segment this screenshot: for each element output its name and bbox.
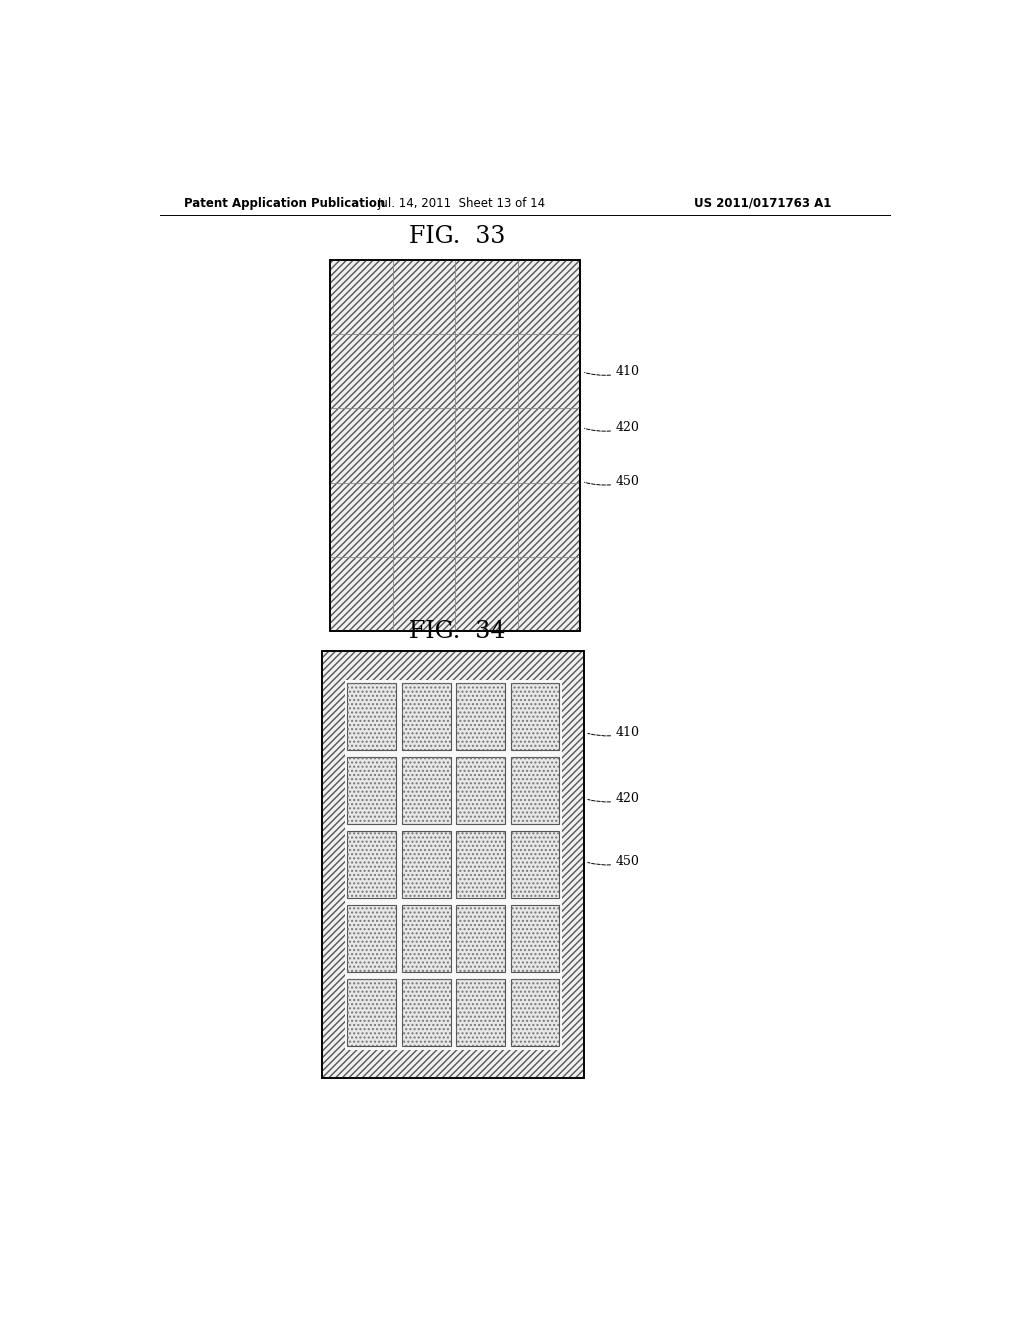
Bar [401,832,451,898]
Bar [511,979,559,1047]
Text: 450: 450 [588,855,640,869]
Bar [401,684,451,750]
Text: FIG.  34: FIG. 34 [410,619,506,643]
Bar [456,684,505,750]
Text: 450: 450 [585,475,640,488]
Bar [347,684,396,750]
Bar [511,832,559,898]
Text: Jul. 14, 2011  Sheet 13 of 14: Jul. 14, 2011 Sheet 13 of 14 [377,197,546,210]
Bar [331,260,581,631]
Bar [511,906,559,973]
Text: US 2011/0171763 A1: US 2011/0171763 A1 [694,197,831,210]
Bar [456,906,505,973]
Bar [511,979,559,1047]
Bar [331,260,581,631]
Bar [347,758,396,824]
Bar [456,979,505,1047]
Bar [511,832,559,898]
Text: 410: 410 [588,726,640,739]
Bar [401,906,451,973]
Bar [456,758,505,824]
Bar [401,758,451,824]
Text: 420: 420 [585,421,640,434]
Bar [401,684,451,750]
Bar [401,832,451,898]
Text: Patent Application Publication: Patent Application Publication [183,197,385,210]
Text: 420: 420 [588,792,640,805]
Bar [345,680,562,1049]
Bar [456,979,505,1047]
Bar [347,979,396,1047]
Bar [456,832,505,898]
Bar [401,979,451,1047]
Bar [323,651,585,1078]
Bar [347,758,396,824]
Bar [456,832,505,898]
Bar [401,758,451,824]
Bar [347,906,396,973]
Bar [323,651,585,1078]
Text: FIG.  33: FIG. 33 [410,226,506,248]
Bar [511,684,559,750]
Bar [401,906,451,973]
Bar [323,651,585,1078]
Bar [511,906,559,973]
Bar [511,758,559,824]
Bar [401,979,451,1047]
Bar [347,979,396,1047]
Bar [347,832,396,898]
Bar [456,758,505,824]
Text: 410: 410 [585,366,640,379]
Bar [511,684,559,750]
Bar [456,684,505,750]
Bar [347,832,396,898]
Bar [456,906,505,973]
Bar [511,758,559,824]
Bar [347,684,396,750]
Bar [347,906,396,973]
Bar [331,260,581,631]
